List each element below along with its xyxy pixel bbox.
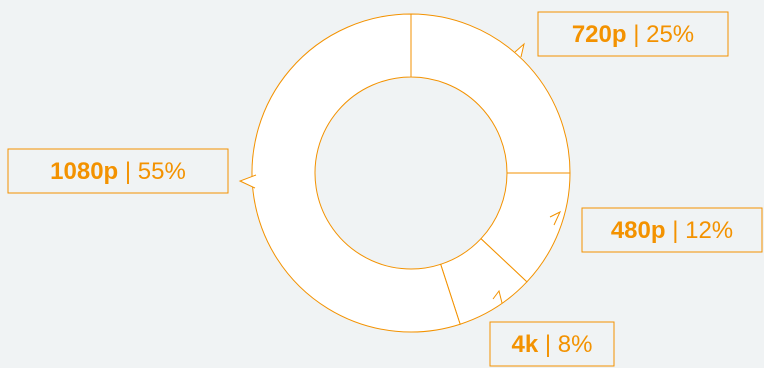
callout-separator: | xyxy=(118,158,138,185)
callout-pointer-480p xyxy=(549,210,562,226)
callout-label: 720p | 25% xyxy=(572,21,694,48)
callout-label: 4k | 8% xyxy=(512,331,593,358)
slice-1080p xyxy=(251,13,461,333)
callout-4k: 4k | 8% xyxy=(489,321,615,367)
callout-separator: | xyxy=(666,217,686,244)
callout-720p: 720p | 25% xyxy=(537,11,729,57)
callout-box xyxy=(7,148,229,194)
callout-480p: 480p | 12% xyxy=(581,207,763,253)
slice-label: 1080p xyxy=(50,158,118,185)
callout-label: 480p | 12% xyxy=(611,217,733,244)
slice-label: 720p xyxy=(572,21,627,48)
slice-callouts: 720p | 25% 480p | 12% 4k | 8% 1080p | 55% xyxy=(7,11,763,367)
callout-box xyxy=(537,11,729,57)
slice-value-label: 12% xyxy=(685,217,733,244)
donut-slices xyxy=(238,13,571,333)
slice-value-label: 55% xyxy=(138,158,186,185)
callout-pointer-4k xyxy=(492,289,503,304)
callout-separator: | xyxy=(627,21,647,48)
slice-label: 4k xyxy=(512,331,539,358)
callout-pointer-1080p xyxy=(238,174,257,189)
callout-separator: | xyxy=(538,331,558,358)
callout-box xyxy=(581,207,763,253)
slice-label: 480p xyxy=(611,217,666,244)
callout-pointer-720p xyxy=(514,42,525,58)
callout-box xyxy=(489,321,615,367)
callout-label: 1080p | 55% xyxy=(50,158,186,185)
slice-value-label: 8% xyxy=(558,331,593,358)
slice-720p xyxy=(410,13,571,174)
slice-value-label: 25% xyxy=(646,21,694,48)
callout-1080p: 1080p | 55% xyxy=(7,148,229,194)
